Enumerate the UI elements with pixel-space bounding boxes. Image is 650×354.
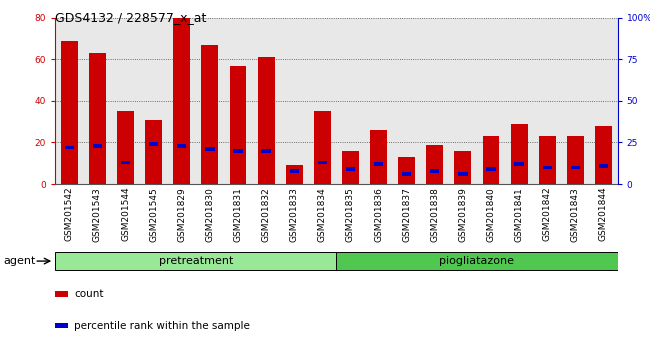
Bar	[511, 124, 528, 184]
Bar	[93, 144, 102, 148]
Bar	[257, 57, 274, 184]
Bar	[64, 145, 74, 149]
Bar	[486, 167, 496, 171]
Bar	[117, 111, 134, 184]
Bar	[374, 162, 383, 166]
Text: GDS4132 / 228577_x_at: GDS4132 / 228577_x_at	[55, 11, 207, 24]
Bar	[454, 151, 471, 184]
Bar	[342, 151, 359, 184]
Bar	[346, 167, 355, 171]
Bar	[543, 166, 552, 169]
Bar	[595, 126, 612, 184]
Bar	[571, 166, 580, 169]
Bar	[567, 136, 584, 184]
Bar	[337, 252, 618, 270]
Bar	[539, 136, 556, 184]
Bar	[145, 120, 162, 184]
Bar	[202, 45, 218, 184]
Bar	[233, 149, 242, 153]
Bar	[149, 142, 159, 146]
Bar	[261, 149, 271, 153]
Text: count: count	[74, 289, 104, 299]
Bar	[402, 172, 411, 176]
Bar	[458, 172, 467, 176]
Bar	[370, 130, 387, 184]
Bar	[121, 161, 130, 164]
Bar	[398, 157, 415, 184]
Bar	[177, 144, 187, 148]
Bar	[229, 65, 246, 184]
Text: piogliatazone: piogliatazone	[439, 256, 514, 266]
Bar	[289, 169, 299, 173]
Text: pretreatment: pretreatment	[159, 256, 233, 266]
Bar	[514, 162, 524, 166]
Bar	[205, 147, 214, 151]
Bar	[61, 41, 78, 184]
Text: agent: agent	[3, 256, 36, 266]
Bar	[426, 144, 443, 184]
Bar	[599, 164, 608, 168]
Bar	[55, 252, 337, 270]
Bar	[89, 53, 106, 184]
Bar	[318, 161, 327, 164]
Bar	[55, 323, 68, 329]
Text: percentile rank within the sample: percentile rank within the sample	[74, 321, 250, 331]
Bar	[286, 165, 303, 184]
Bar	[174, 18, 190, 184]
Bar	[430, 169, 439, 173]
Bar	[314, 111, 331, 184]
Bar	[482, 136, 499, 184]
Bar	[55, 291, 68, 297]
